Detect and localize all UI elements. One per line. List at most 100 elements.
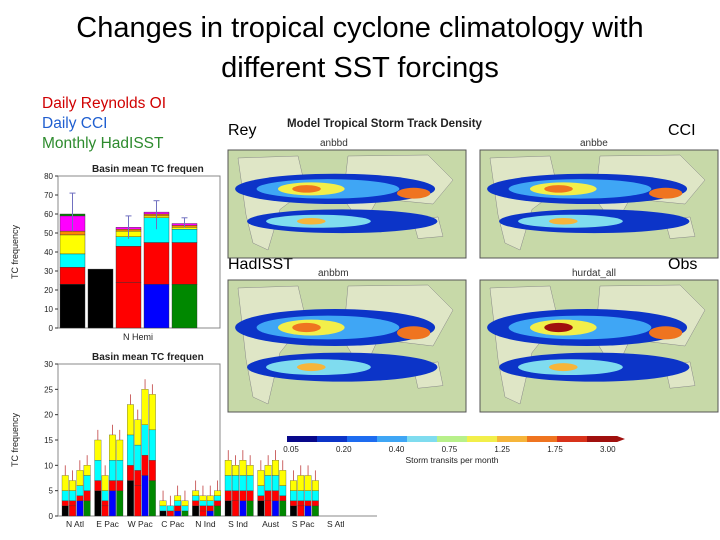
bar-segment	[214, 505, 221, 517]
storm-core-epac	[396, 326, 431, 340]
bar-segment	[134, 419, 142, 446]
bar-segment	[141, 424, 149, 456]
bar-segment	[174, 495, 182, 501]
bar-segment	[69, 490, 76, 501]
colorbar-label: Storm transits per month	[405, 455, 498, 465]
bar-segment	[101, 490, 109, 501]
bar-segment	[116, 490, 124, 517]
bar-segment	[224, 475, 232, 491]
bar-segment	[69, 500, 76, 507]
bar-segment	[192, 495, 200, 501]
map-subtitle-bottom-left: anbbm	[318, 268, 349, 279]
x-tick-label: E Pac	[96, 519, 119, 529]
bar-segment	[134, 470, 142, 486]
storm-core-south	[549, 218, 578, 225]
bar-segment	[239, 460, 247, 476]
colorbar-extend-arrow	[617, 436, 625, 442]
colorbar-swatch	[527, 436, 558, 442]
bar-segment	[166, 510, 174, 517]
bar-segment	[264, 490, 272, 501]
storm-core-south	[549, 363, 578, 372]
bar-segment	[304, 500, 312, 507]
bar-segment	[232, 490, 239, 501]
bar-segment	[61, 505, 69, 517]
bar-segment	[239, 475, 247, 491]
bar-segment	[109, 490, 116, 517]
bar-segment	[141, 389, 149, 425]
x-tick-label: S Pac	[292, 519, 315, 529]
bar-segment	[290, 505, 297, 517]
bar-segment	[246, 465, 254, 476]
bar-segment	[115, 282, 142, 329]
colorbar-tick-label: 3.00	[600, 445, 616, 454]
bar-segment	[264, 475, 272, 491]
y-tick-label: 40	[44, 248, 53, 257]
bar-segment	[192, 505, 200, 517]
bar-segment	[272, 500, 279, 517]
bar-segment	[83, 465, 91, 476]
bar-segment	[134, 485, 142, 517]
y-tick-label: 15	[44, 436, 53, 445]
bar-segment	[279, 470, 287, 486]
title-line-1: Changes in tropical cyclone climatology …	[76, 12, 644, 44]
bar-segment	[171, 242, 198, 285]
colorbar-tick-label: 1.25	[494, 445, 510, 454]
bar-segment	[232, 500, 239, 517]
bar-segment	[304, 490, 312, 501]
title-line-2: different SST forcings	[221, 52, 499, 84]
y-tick-label: 20	[44, 286, 53, 295]
panel-label-hadisst: HadISST	[228, 256, 293, 273]
bar-segment	[127, 480, 134, 517]
storm-core-epac	[648, 187, 683, 199]
storm-core-north	[292, 185, 321, 193]
bar-segment	[148, 394, 156, 431]
bar-segment	[199, 505, 207, 512]
bar-segment	[143, 284, 170, 329]
storm-core-south	[297, 363, 326, 372]
bar-segment	[206, 500, 214, 507]
y-axis-label: TC frequency	[10, 224, 20, 279]
bar-segment	[239, 490, 247, 501]
y-tick-label: 5	[49, 487, 54, 496]
colorbar-tick-label: 0.40	[389, 445, 405, 454]
legend-item-cci: Daily CCI	[42, 115, 108, 132]
nhemi-bar-chart: Basin mean TC frequen 0 10 20 30 40 50 60 70 80 TC…	[10, 164, 221, 342]
bar-segment	[69, 480, 76, 491]
bar-segment	[109, 460, 116, 481]
bar-segment	[297, 490, 305, 501]
bar-segment	[304, 505, 312, 517]
panel-label-rey: Rey	[228, 122, 257, 139]
bar-segment	[232, 475, 239, 491]
bar-segment	[171, 227, 198, 230]
bar-segment	[159, 510, 167, 517]
bar-segment	[109, 434, 116, 461]
bar-segment	[214, 495, 221, 501]
bar-segment	[148, 480, 156, 517]
bar-segment	[239, 500, 247, 517]
bar-segment	[297, 475, 305, 491]
bar-segment	[297, 500, 305, 507]
bar-segment	[224, 490, 232, 501]
bar-segment	[297, 505, 305, 517]
bar-segment	[148, 429, 156, 461]
bar-segment	[127, 434, 134, 466]
colorbar-tick-label: 0.20	[336, 445, 352, 454]
bar-segment	[59, 267, 86, 285]
bar-segment	[290, 500, 297, 507]
y-tick-label: 20	[44, 411, 53, 420]
bar-segment	[171, 284, 198, 329]
bar-segment	[311, 480, 319, 491]
bar-segment	[174, 510, 182, 517]
y-tick-label: 80	[44, 172, 53, 181]
bar-segment	[174, 505, 182, 512]
chart-title: Basin mean TC frequen	[92, 164, 204, 175]
x-tick-label: N Ind	[195, 519, 216, 529]
y-tick-label: 10	[44, 461, 53, 470]
bar-segment	[76, 500, 84, 517]
bar-segment	[311, 500, 319, 507]
bar-segment	[311, 505, 319, 517]
bar-segment	[61, 500, 69, 507]
bar-segment	[141, 475, 149, 517]
y-tick-label: 30	[44, 360, 53, 369]
